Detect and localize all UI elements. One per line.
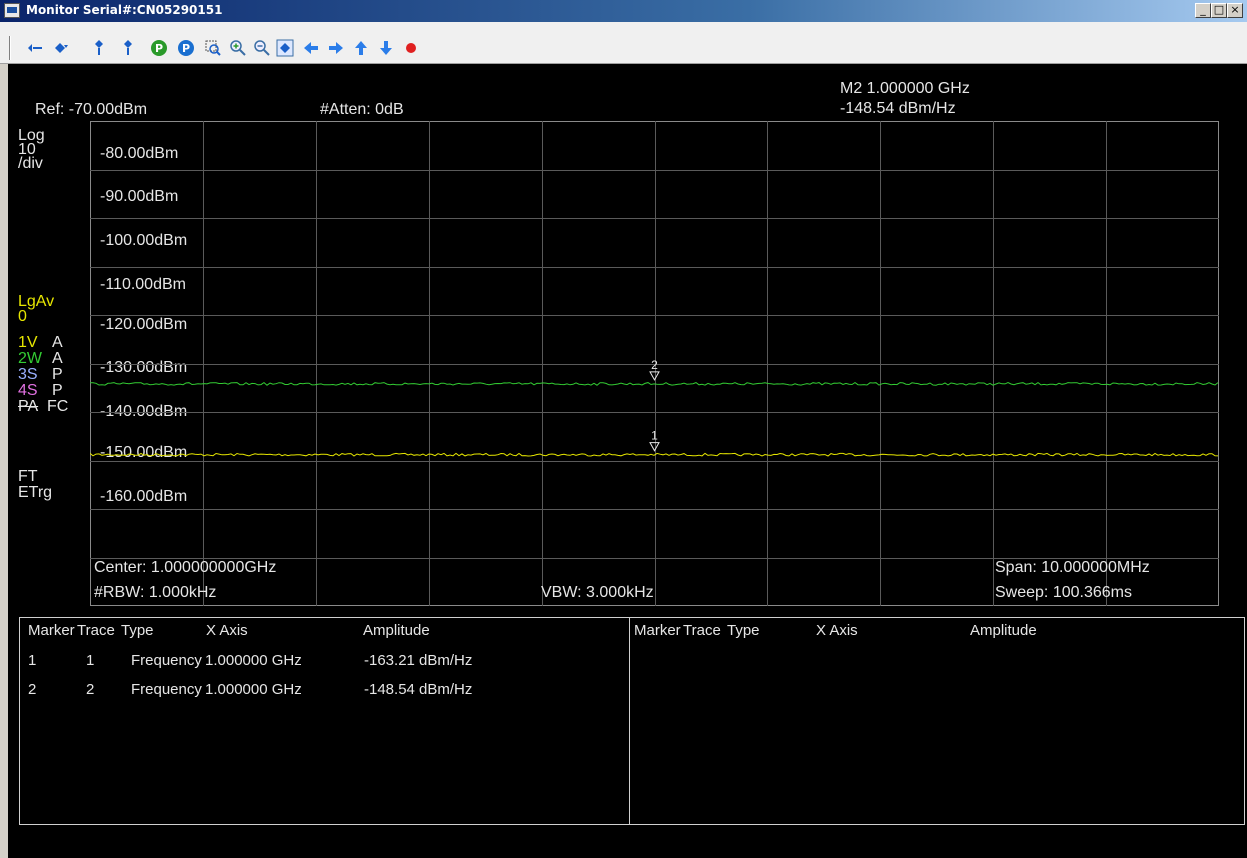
column-header-amplitude: Amplitude xyxy=(363,622,430,639)
marker-1-label: 1 xyxy=(651,429,658,443)
marker-2-label: 2 xyxy=(651,358,658,372)
cell-x-axis: 1.000000 GHz xyxy=(205,681,302,698)
ft-indicator: FT xyxy=(18,468,38,485)
trace3-label: 3S xyxy=(18,366,38,383)
toolbar: P P xyxy=(0,22,1247,64)
table-divider xyxy=(629,618,630,824)
y-tick-label: -160.00dBm xyxy=(100,488,188,505)
marker-select-icon[interactable] xyxy=(276,39,294,57)
arrow-down-icon[interactable] xyxy=(377,39,395,57)
marker-left-icon[interactable] xyxy=(26,39,44,57)
column-header-x-axis: X Axis xyxy=(206,622,248,639)
peak-down-icon[interactable] xyxy=(119,39,137,57)
cell-type: Frequency xyxy=(131,652,202,669)
marker-2-symbol xyxy=(649,371,660,381)
cell-amplitude: -148.54 dBm/Hz xyxy=(364,681,473,698)
maximize-button[interactable]: □ xyxy=(1211,3,1227,18)
right-column-header-x-axis: X Axis xyxy=(816,622,858,639)
column-header-trace: Trace xyxy=(77,622,115,639)
arrow-right-icon[interactable] xyxy=(327,39,345,57)
record-icon[interactable] xyxy=(402,39,420,57)
scale-per-div-value: 10 xyxy=(18,141,36,158)
y-tick-label: -100.00dBm xyxy=(100,232,188,249)
zoom-area-icon[interactable] xyxy=(204,39,222,57)
trace2-label: 2W xyxy=(18,350,42,367)
trace1-label: 1V xyxy=(18,334,38,351)
y-tick-label: -110.00dBm xyxy=(100,276,186,293)
y-tick-label: -80.00dBm xyxy=(100,145,179,162)
analyzer-screen: Ref: -70.00dBm #Atten: 0dB M2 1.000000 G… xyxy=(8,64,1247,858)
average-type-label: LgAv xyxy=(18,293,55,310)
right-column-header-type: Type xyxy=(727,622,760,639)
right-column-header-trace: Trace xyxy=(683,622,721,639)
sweep-time: Sweep: 100.366ms xyxy=(995,584,1132,601)
cell-type: Frequency xyxy=(131,681,202,698)
right-column-header-marker: Marker xyxy=(634,622,681,639)
scale-div-label: /div xyxy=(18,155,43,172)
y-tick-label: -130.00dBm xyxy=(100,359,188,376)
y-tick-label: -90.00dBm xyxy=(100,188,179,205)
trace4-label: 4S xyxy=(18,382,38,399)
span: Span: 10.000000MHz xyxy=(995,559,1150,576)
cell-marker: 1 xyxy=(28,652,37,669)
marker-readout-amplitude: -148.54 dBm/Hz xyxy=(840,100,956,117)
close-button[interactable]: × xyxy=(1227,3,1243,18)
cell-trace: 1 xyxy=(86,652,95,669)
marker-1-symbol xyxy=(649,442,660,452)
vbw: VBW: 3.000kHz xyxy=(541,584,654,601)
pa-indicator: PA xyxy=(18,398,39,415)
peak-up-icon[interactable] xyxy=(90,39,108,57)
window-title: Monitor Serial#:CN05290151 xyxy=(26,3,223,17)
zoom-out-icon[interactable] xyxy=(253,39,271,57)
minimize-button[interactable]: _ xyxy=(1195,3,1211,18)
rbw: #RBW: 1.000kHz xyxy=(94,584,217,601)
trace1-line xyxy=(90,452,1219,457)
marker-right-icon[interactable] xyxy=(52,39,70,57)
toolbar-grip[interactable] xyxy=(9,36,11,60)
column-header-marker: Marker xyxy=(28,622,75,639)
attenuation: #Atten: 0dB xyxy=(320,101,404,118)
title-bar: Monitor Serial#:CN05290151 _ □ × xyxy=(0,0,1247,22)
cell-trace: 2 xyxy=(86,681,95,698)
y-tick-label: -140.00dBm xyxy=(100,403,188,420)
marker-table: Marker Trace Type X Axis Amplitude 1 1 F… xyxy=(19,617,1245,825)
marker-layer: 12 xyxy=(649,358,660,452)
arrow-up-icon[interactable] xyxy=(352,39,370,57)
app-icon xyxy=(4,3,20,18)
trace1-mode: A xyxy=(52,334,63,351)
cell-marker: 2 xyxy=(28,681,37,698)
arrow-left-icon[interactable] xyxy=(302,39,320,57)
marker-readout-frequency: M2 1.000000 GHz xyxy=(840,80,970,97)
peak-search-icon[interactable]: P xyxy=(150,39,168,57)
svg-text:P: P xyxy=(182,42,190,55)
trace2-line xyxy=(90,381,1219,386)
center-frequency: Center: 1.000000000GHz xyxy=(94,559,277,576)
plot-gridlines xyxy=(90,121,1219,606)
zoom-in-icon[interactable] xyxy=(229,39,247,57)
trace2-mode: A xyxy=(52,350,63,367)
trace3-mode: P xyxy=(52,366,63,383)
y-tick-label: -150.00dBm xyxy=(100,444,188,461)
plot-border xyxy=(90,121,1219,606)
etrg-indicator: ETrg xyxy=(18,484,53,501)
next-peak-icon[interactable]: P xyxy=(177,39,195,57)
svg-text:P: P xyxy=(155,42,163,55)
spectrum-plot[interactable]: 12 xyxy=(90,121,1219,606)
cell-amplitude: -163.21 dBm/Hz xyxy=(364,652,473,669)
average-count: 0 xyxy=(18,308,27,325)
scale-log-label: Log xyxy=(18,127,45,144)
ref-level: Ref: -70.00dBm xyxy=(35,101,148,118)
column-header-type: Type xyxy=(121,622,154,639)
y-tick-label: -120.00dBm xyxy=(100,316,188,333)
cell-x-axis: 1.000000 GHz xyxy=(205,652,302,669)
trace4-mode: P xyxy=(52,382,63,399)
right-column-header-amplitude: Amplitude xyxy=(970,622,1037,639)
fc-indicator: FC xyxy=(47,398,69,415)
